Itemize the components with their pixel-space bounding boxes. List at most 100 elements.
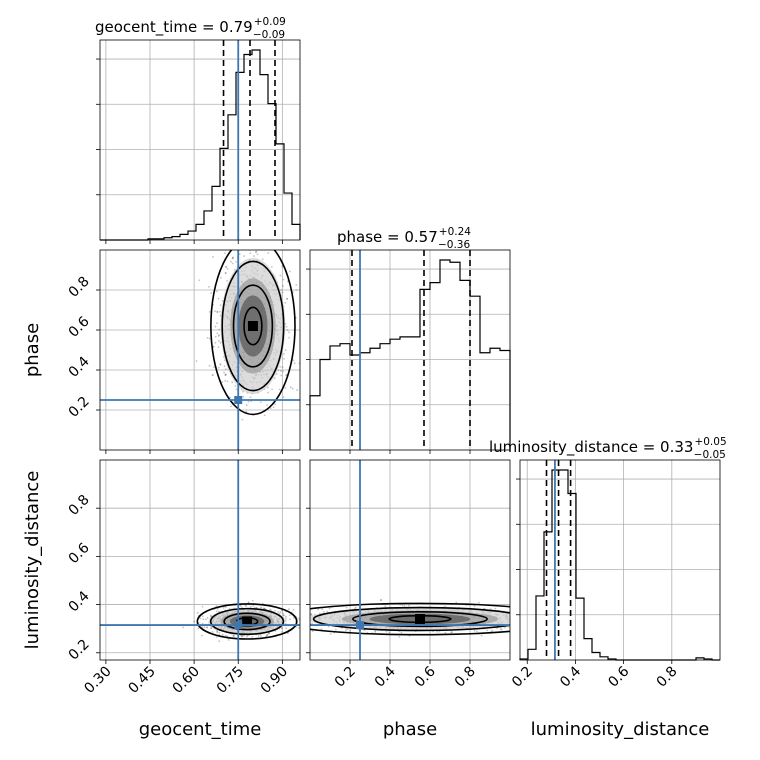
sample-point bbox=[296, 389, 298, 391]
sample-point bbox=[211, 630, 214, 633]
sample-point bbox=[280, 630, 283, 633]
density-peak bbox=[415, 614, 425, 625]
sample-point bbox=[499, 627, 502, 630]
sample-point bbox=[255, 251, 257, 254]
sample-point bbox=[306, 621, 308, 623]
sample-point bbox=[206, 626, 208, 629]
sample-point bbox=[282, 278, 285, 281]
sample-point bbox=[231, 381, 234, 384]
sample-point bbox=[279, 611, 282, 614]
sample-point bbox=[293, 362, 296, 365]
sample-point bbox=[267, 391, 269, 394]
sample-point bbox=[216, 631, 219, 634]
sample-point bbox=[269, 608, 271, 611]
sample-point bbox=[444, 632, 447, 634]
sample-point bbox=[241, 635, 244, 638]
sample-point bbox=[304, 621, 306, 623]
sample-point bbox=[285, 325, 288, 328]
sample-point bbox=[512, 609, 514, 611]
sample-point bbox=[204, 618, 207, 621]
sample-point bbox=[201, 615, 204, 618]
sample-point bbox=[217, 297, 220, 300]
sample-point bbox=[255, 226, 257, 228]
sample-point bbox=[353, 607, 356, 610]
sample-point bbox=[444, 605, 447, 608]
sample-point bbox=[529, 618, 531, 620]
sample-point bbox=[216, 607, 219, 610]
sample-point bbox=[302, 620, 304, 622]
sample-point bbox=[328, 607, 331, 610]
sample-point bbox=[521, 628, 523, 630]
sample-point bbox=[500, 628, 503, 631]
sample-point bbox=[523, 619, 525, 621]
sample-point bbox=[516, 617, 518, 619]
sample-point bbox=[310, 622, 313, 625]
sample-point bbox=[232, 256, 234, 259]
sample-point bbox=[224, 373, 227, 376]
sample-point bbox=[197, 627, 200, 630]
sample-point bbox=[274, 609, 277, 612]
sample-point bbox=[286, 297, 289, 300]
sample-point bbox=[251, 233, 253, 235]
sample-point bbox=[528, 618, 530, 620]
sample-point bbox=[235, 261, 237, 263]
sample-point bbox=[581, 619, 583, 621]
sample-point bbox=[320, 628, 323, 631]
sample-point bbox=[206, 616, 209, 619]
sample-point bbox=[270, 609, 272, 612]
title-geocent-time: geocent_time = 0.79+0.09 −0.09 bbox=[95, 16, 286, 41]
sample-point bbox=[354, 606, 357, 609]
sample-point bbox=[219, 304, 222, 307]
sample-point bbox=[284, 301, 287, 304]
sample-point bbox=[251, 599, 254, 602]
sample-point bbox=[512, 625, 514, 627]
sample-point bbox=[252, 604, 255, 607]
sample-point bbox=[282, 396, 285, 398]
sample-point bbox=[226, 279, 228, 282]
sample-point bbox=[345, 606, 348, 609]
sample-point bbox=[259, 401, 262, 404]
sample-point bbox=[214, 325, 217, 328]
sample-point bbox=[403, 605, 406, 607]
sample-point bbox=[322, 610, 325, 613]
sample-point bbox=[521, 624, 523, 626]
sample-point bbox=[398, 636, 401, 638]
sample-point bbox=[214, 310, 217, 313]
y-tick-label: 0.8 bbox=[66, 492, 93, 519]
sample-point bbox=[211, 373, 214, 376]
sample-point bbox=[280, 289, 283, 291]
sample-point bbox=[227, 639, 230, 641]
sample-point bbox=[221, 633, 224, 636]
contour-line bbox=[221, 260, 285, 392]
sample-point bbox=[253, 255, 255, 257]
sample-point bbox=[380, 599, 382, 601]
sample-point bbox=[515, 618, 517, 620]
sample-point bbox=[302, 312, 304, 314]
sample-point bbox=[286, 329, 289, 331]
contour-line bbox=[351, 611, 488, 628]
sample-point bbox=[305, 611, 307, 613]
sample-point bbox=[230, 260, 232, 263]
sample-point bbox=[241, 418, 244, 421]
sample-point bbox=[478, 601, 480, 604]
contour-line bbox=[232, 284, 274, 368]
sample-point bbox=[334, 628, 337, 631]
sample-point bbox=[251, 636, 254, 638]
sample-point bbox=[203, 626, 206, 629]
sample-point bbox=[521, 602, 523, 604]
sample-point bbox=[224, 374, 227, 377]
sample-point bbox=[436, 631, 438, 633]
y-axis-label-phase: phase bbox=[22, 323, 43, 377]
sample-point bbox=[491, 629, 494, 632]
sample-point bbox=[218, 610, 220, 613]
sample-point bbox=[539, 627, 541, 629]
sample-point bbox=[260, 607, 263, 610]
y-axis-label-luminosity-distance: luminosity_distance bbox=[22, 471, 43, 650]
sample-point bbox=[267, 252, 270, 254]
sample-point bbox=[266, 386, 269, 389]
sample-point bbox=[512, 613, 514, 615]
sample-point bbox=[215, 605, 218, 608]
sample-point bbox=[281, 265, 284, 268]
x-tick-label: 0.6 bbox=[412, 663, 439, 690]
sample-point bbox=[329, 632, 332, 635]
